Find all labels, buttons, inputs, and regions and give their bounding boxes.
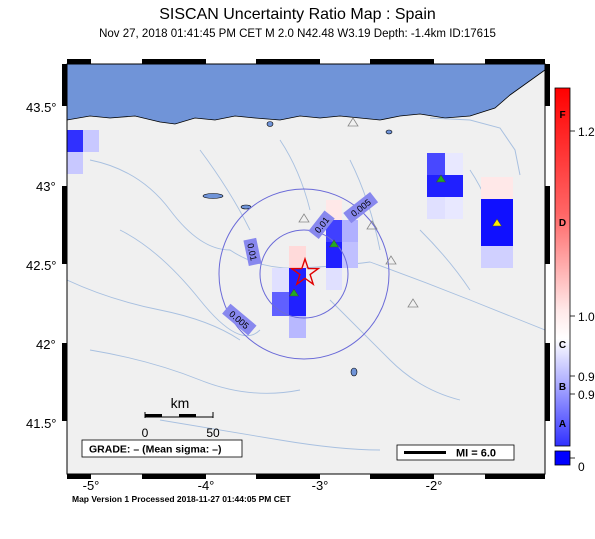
grade-letter: D <box>559 218 566 229</box>
colorbar-value: 0.9 <box>578 370 595 384</box>
station-triangle-icon <box>347 117 359 127</box>
station-triangle-icon <box>385 255 397 265</box>
station-triangle-icon <box>328 239 340 248</box>
station-triangle-icon <box>407 298 419 308</box>
grade-letter: C <box>559 340 566 351</box>
station-triangle-icon <box>288 288 300 297</box>
scale-bar-end: 50 <box>206 426 220 440</box>
lat-label: 43.5° <box>26 100 57 115</box>
lon-labels: -5° -4° -3° -2° <box>83 478 443 493</box>
mi-text: MI = 6.0 <box>456 448 496 460</box>
color-bar: F D C B A 1.2 1.0 0.9 0.9 0 <box>554 87 595 474</box>
processing-footer: Map Version 1 Processed 2018-11-27 01:44… <box>72 494 291 504</box>
colorbar-value: 1.0 <box>578 310 595 324</box>
contours <box>218 188 390 360</box>
sea-area <box>67 64 545 125</box>
map-canvas: 0.005 0.01 0.01 0.005 <box>67 64 545 474</box>
lat-label: 42.5° <box>26 258 57 273</box>
lat-label: 42° <box>36 337 56 352</box>
lat-labels: 43.5° 43° 42.5° 42° 41.5° <box>26 100 57 431</box>
colorbar-value: 1.2 <box>578 125 595 139</box>
frame-ticks <box>62 59 550 479</box>
station-triangle-icon <box>366 220 378 230</box>
lon-label: -5° <box>83 478 100 493</box>
grade-letter: B <box>559 382 566 393</box>
grade-text: GRADE: – (Mean sigma: –) <box>89 444 221 456</box>
lat-label: 41.5° <box>26 416 57 431</box>
scale-bar: km 0 50 <box>142 395 220 440</box>
stations <box>288 117 503 308</box>
epicenter-star-icon <box>289 256 321 287</box>
lon-label: -3° <box>312 478 329 493</box>
lon-label: -2° <box>426 478 443 493</box>
rivers <box>67 139 545 451</box>
lakes <box>202 121 393 377</box>
grade-letter: F <box>559 110 565 121</box>
event-subtitle: Nov 27, 2018 01:41:45 PM CET M 2.0 N42.4… <box>99 28 496 40</box>
map-title: SISCAN Uncertainty Ratio Map : Spain <box>159 6 436 23</box>
mi-legend: MI = 6.0 <box>396 444 515 461</box>
contour-label: 0.01 <box>245 242 258 261</box>
colorbar-value: 0.9 <box>578 388 595 402</box>
station-triangle-icon <box>435 174 447 183</box>
lon-label: -4° <box>198 478 215 493</box>
border-line <box>429 117 521 176</box>
station-triangle-icon <box>491 218 503 227</box>
station-triangle-icon <box>298 213 310 223</box>
lat-label: 43° <box>36 179 56 194</box>
scale-bar-unit: km <box>171 395 190 411</box>
colorbar-value: 0 <box>578 460 585 474</box>
ratio-grid <box>67 130 513 338</box>
grade-box: GRADE: – (Mean sigma: –) <box>81 439 243 458</box>
grade-letter: A <box>559 419 566 430</box>
scale-bar-start: 0 <box>142 426 149 440</box>
